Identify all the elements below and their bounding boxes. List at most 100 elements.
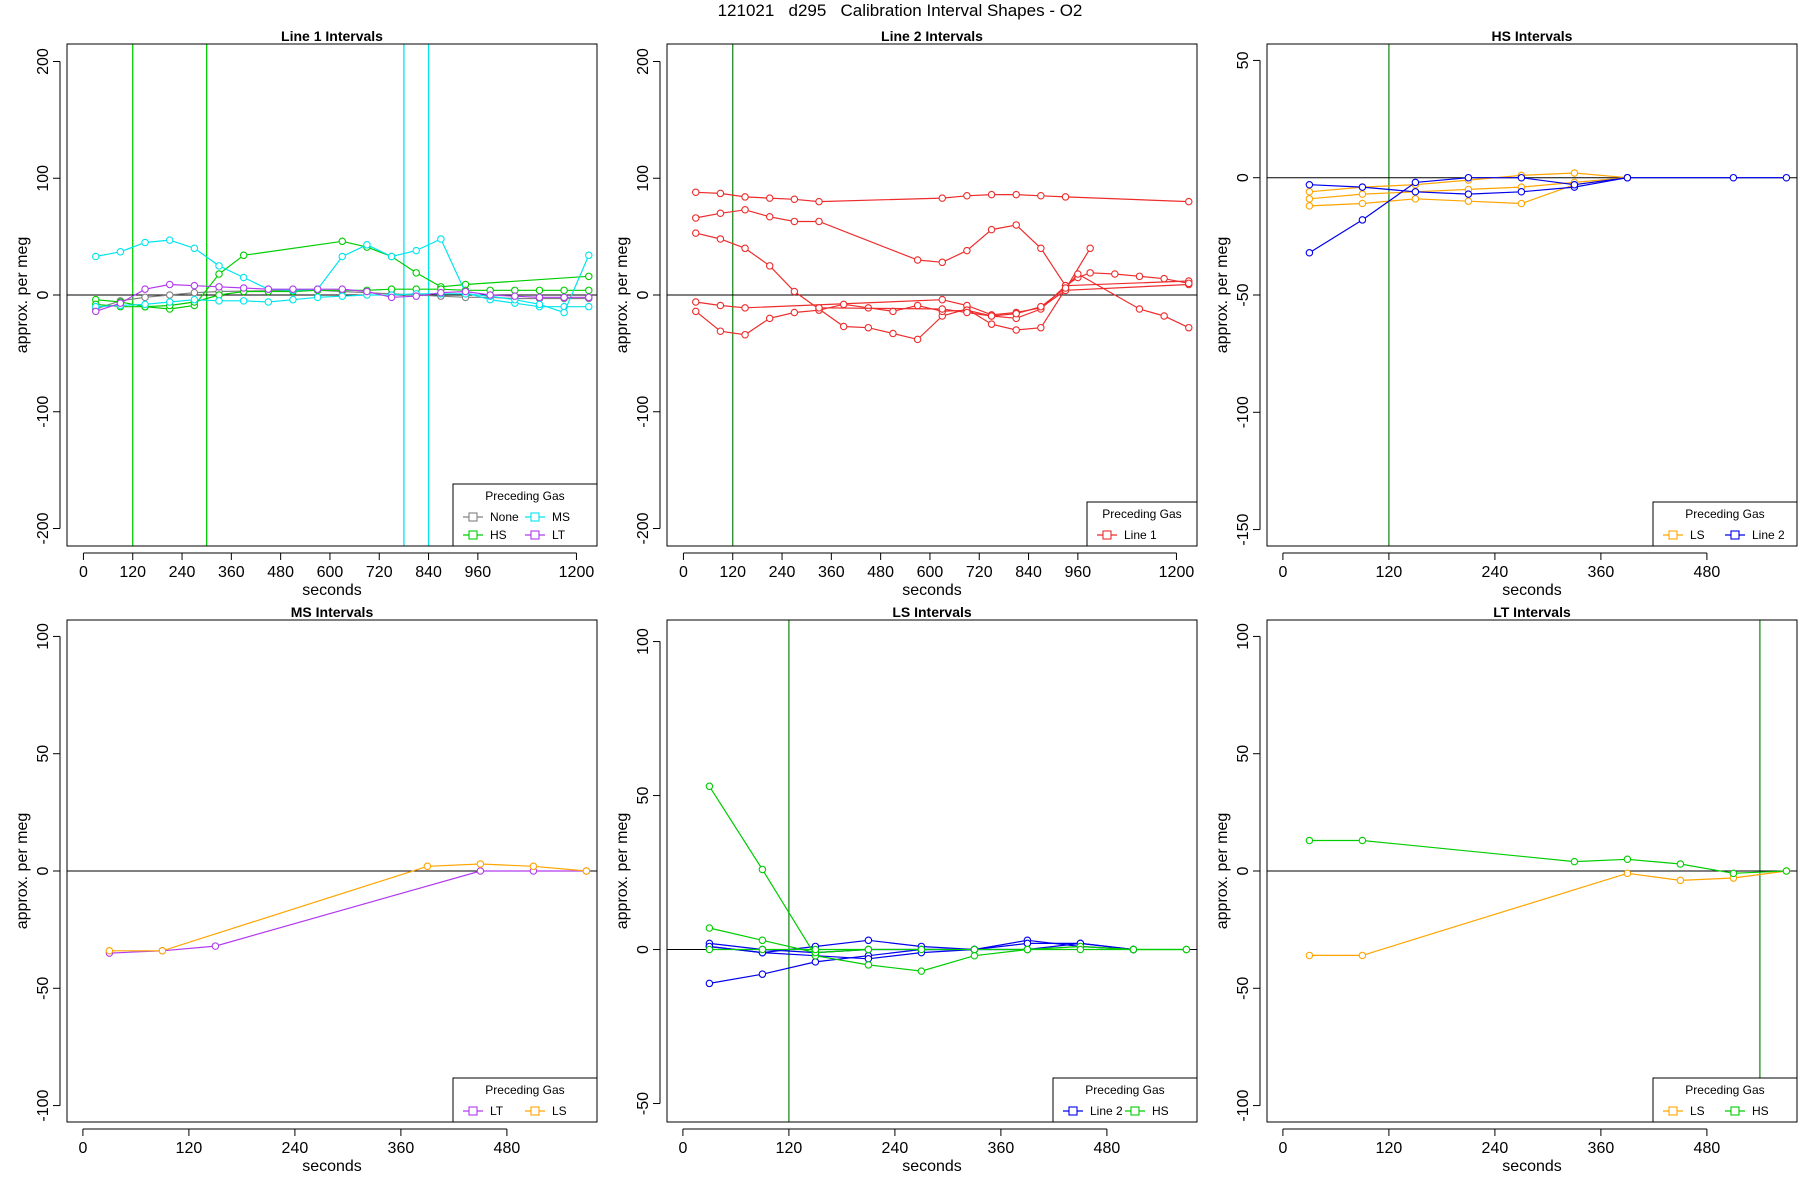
x-tick-label: 0 — [78, 1140, 87, 1157]
data-point — [811, 958, 820, 966]
y-tick-label: 200 — [635, 48, 652, 75]
data-point — [215, 283, 223, 291]
data-point — [1729, 869, 1738, 878]
legend-label: MS — [552, 510, 570, 524]
y-tick-label: 100 — [1235, 623, 1252, 650]
data-point — [815, 217, 823, 226]
data-point — [560, 308, 568, 317]
data-point — [790, 308, 799, 317]
chart-line2-intervals-svg: Line 2 Intervals 0 120 240 360 480 600 720 840 96… — [614, 28, 1198, 599]
y-tick-label: -50 — [35, 977, 52, 1000]
data-point — [1305, 188, 1314, 196]
data-point — [1012, 326, 1020, 334]
data-point — [790, 195, 799, 204]
data-point — [264, 298, 273, 306]
data-point — [692, 229, 700, 237]
legend-label: HS — [490, 528, 507, 542]
y-tick-label: 0 — [35, 866, 52, 875]
x-tick-label: 1200 — [1159, 564, 1195, 581]
x-tick-label: 720 — [966, 564, 993, 581]
legend-label: LS — [1690, 528, 1705, 542]
data-point — [363, 287, 371, 296]
chart-line1-intervals: Line 1 Intervals 0 120 240 360 480 600 720 840 96… — [0, 24, 600, 600]
legend-swatch-marker — [1730, 530, 1740, 540]
data-point — [476, 860, 485, 868]
data-point — [913, 335, 922, 344]
legend-title: Preceding Gas — [1685, 1083, 1764, 1097]
data-point — [1305, 195, 1314, 203]
data-point — [239, 273, 248, 282]
data-point — [1135, 272, 1144, 281]
data-point — [486, 291, 494, 299]
data-point — [412, 292, 420, 300]
data-point — [1517, 188, 1526, 196]
y-tick-label: 50 — [35, 745, 52, 763]
y-axis-label: approx. per meg — [14, 813, 31, 930]
data-point — [705, 979, 714, 988]
x-tick-label: 240 — [1482, 1140, 1509, 1157]
data-point — [716, 189, 725, 198]
data-point — [412, 269, 420, 277]
data-point — [1129, 945, 1138, 954]
legend-label: LT — [552, 528, 566, 542]
data-point — [716, 327, 725, 335]
series-line — [109, 863, 587, 952]
chart-lt-intervals: LT Intervals 0 120 240 360 480 seconds -100 -50 0… — [1200, 600, 1800, 1176]
data-point — [864, 955, 873, 963]
data-point — [1305, 249, 1314, 257]
data-point — [815, 197, 823, 206]
x-tick-label: 960 — [465, 564, 492, 581]
data-point — [705, 924, 714, 932]
y-tick-label: 0 — [1235, 173, 1252, 182]
data-point — [1160, 274, 1168, 283]
x-tick-label: 0 — [79, 564, 88, 581]
data-point — [1676, 860, 1685, 868]
x-tick-label: 0 — [1278, 1140, 1287, 1157]
plot-frame — [666, 43, 1198, 547]
chart-title: HS Intervals — [1492, 28, 1573, 44]
y-tick-label: 100 — [35, 165, 52, 192]
data-point — [1464, 173, 1473, 182]
legend: Preceding Gas Line 2 HS — [1052, 1077, 1198, 1123]
series-line — [109, 870, 587, 954]
y-tick-label: -50 — [1235, 977, 1252, 1000]
y-tick-label: 100 — [635, 165, 652, 192]
y-tick-label: 50 — [1235, 745, 1252, 763]
legend-swatch-marker — [468, 1106, 478, 1116]
chart-lt-intervals-svg: LT Intervals 0 120 240 360 480 seconds -100 -50 0… — [1214, 604, 1798, 1175]
data-point — [1305, 180, 1314, 189]
data-point — [1012, 190, 1020, 199]
x-tick-label: 480 — [867, 564, 894, 581]
data-point — [1182, 945, 1191, 954]
data-point — [839, 300, 848, 309]
data-point — [585, 293, 593, 302]
x-tick-label: 120 — [119, 564, 146, 581]
x-tick-label: 120 — [176, 1140, 203, 1157]
data-point — [1111, 270, 1119, 278]
x-tick-label: 480 — [267, 564, 294, 581]
data-point — [938, 258, 947, 267]
data-point — [1623, 173, 1632, 182]
data-point — [239, 251, 248, 260]
series-line — [695, 283, 1189, 316]
data-point — [1358, 190, 1367, 198]
data-point — [387, 252, 396, 261]
data-point — [1135, 305, 1144, 313]
data-point — [412, 246, 420, 255]
series-line — [708, 785, 1187, 972]
x-tick-label: 360 — [988, 1140, 1015, 1157]
data-point — [987, 320, 996, 328]
series-line — [695, 272, 1189, 336]
legend-swatch-marker — [1730, 1106, 1740, 1116]
data-point — [970, 951, 979, 960]
data-point — [535, 286, 544, 295]
data-point — [758, 970, 767, 978]
y-tick-label: 50 — [635, 787, 652, 805]
data-point — [938, 295, 947, 304]
legend-label: LT — [490, 1104, 504, 1118]
data-point — [1012, 309, 1020, 318]
data-point — [582, 867, 591, 875]
data-point — [741, 244, 749, 253]
y-axis-label: approx. per meg — [614, 237, 631, 354]
y-axis-label: approx. per meg — [14, 237, 31, 354]
